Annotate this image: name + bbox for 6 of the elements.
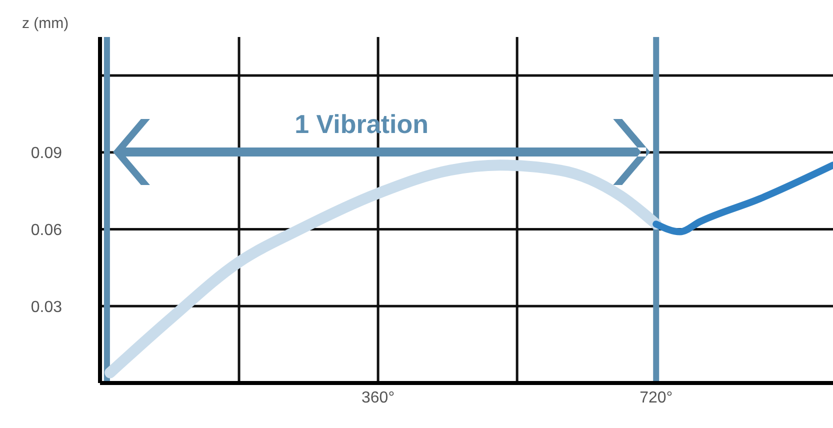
x-tick-label: 360° bbox=[362, 389, 395, 406]
y-tick-label: 0.06 bbox=[30, 222, 62, 239]
y-axis-title: z (mm) bbox=[22, 15, 69, 32]
x-tick-label: 720° bbox=[640, 389, 673, 406]
y-tick-label: 0.09 bbox=[30, 145, 62, 162]
y-tick-label: 0.03 bbox=[30, 298, 62, 316]
